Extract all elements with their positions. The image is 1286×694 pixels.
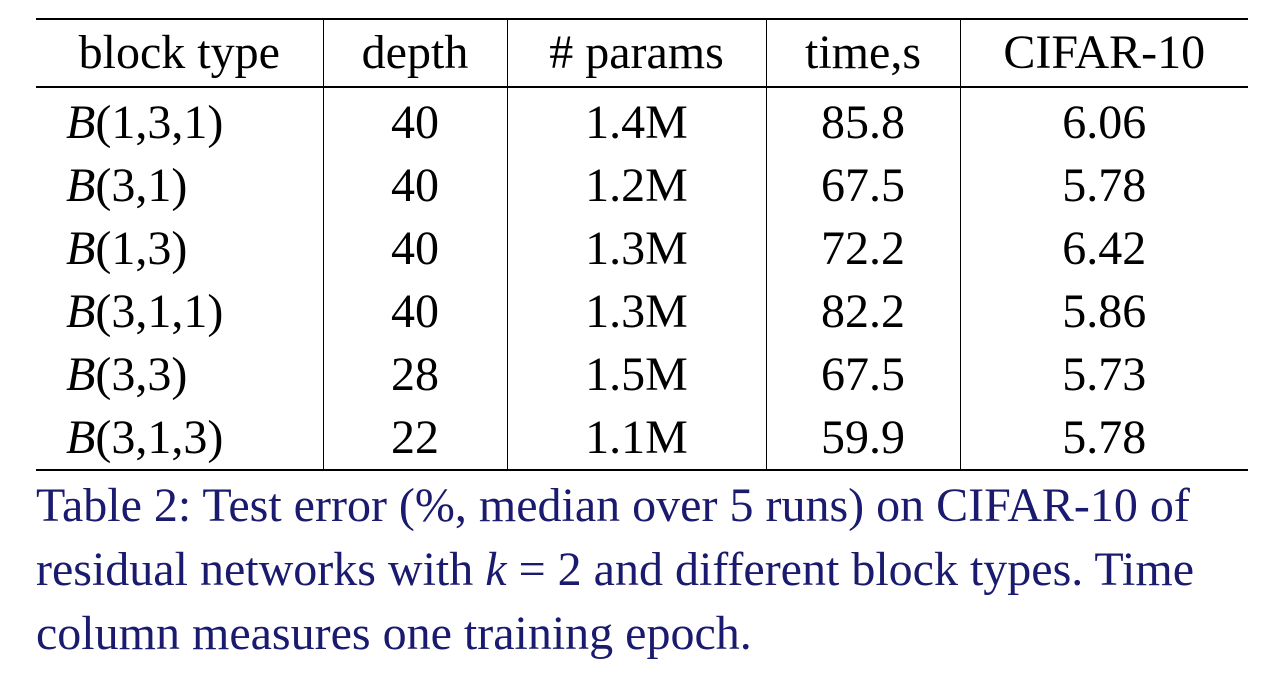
table-caption: Table 2: Test error (%, median over 5 ru… — [36, 474, 1256, 666]
cell-depth: 40 — [322, 154, 507, 217]
caption-math-equation: = 2 — [506, 543, 582, 596]
cell-block-type: B(3,1) — [36, 154, 323, 217]
cell-block-type: B(3,1,3) — [36, 406, 323, 470]
block-args: (3,1,3) — [95, 410, 224, 464]
cell-block-type: B(3,1,1) — [36, 280, 323, 343]
table-row: B(3,3) 28 1.5M 67.5 5.73 — [36, 343, 1248, 406]
block-args: (3,3) — [95, 347, 188, 401]
block-symbol: B — [66, 95, 96, 149]
table-row: B(3,1,3) 22 1.1M 59.9 5.78 — [36, 406, 1248, 470]
cell-block-type: B(1,3) — [36, 217, 323, 280]
caption-text-start: Table 2: Test error (%, median over 5 ru… — [36, 479, 1190, 596]
cell-cifar10: 5.78 — [959, 406, 1248, 470]
block-symbol: B — [66, 158, 96, 212]
cell-depth: 40 — [322, 87, 507, 154]
table-header-row: block type depth # params time,s CIFAR-1… — [36, 19, 1248, 87]
header-block-type: block type — [78, 26, 280, 79]
cell-params: 1.5M — [506, 343, 766, 406]
header-cifar10: CIFAR-10 — [959, 19, 1248, 87]
block-symbol: B — [66, 284, 96, 338]
block-args: (1,3) — [95, 221, 188, 275]
block-symbol: B — [66, 410, 96, 464]
table-row: B(1,3,1) 40 1.4M 85.8 6.06 — [36, 87, 1248, 154]
cell-params: 1.1M — [506, 406, 766, 470]
caption-text-end: and different block types. Time column m… — [36, 543, 1195, 660]
cell-params: 1.3M — [506, 217, 766, 280]
table-row: B(1,3) 40 1.3M 72.2 6.42 — [36, 217, 1248, 280]
block-args: (3,1,1) — [95, 284, 224, 338]
block-args: (3,1) — [95, 158, 188, 212]
block-symbol: B — [66, 347, 96, 401]
cell-time: 72.2 — [765, 217, 960, 280]
results-table-container: block type depth # params time,s CIFAR-1… — [36, 18, 1248, 471]
cell-depth: 40 — [322, 217, 507, 280]
cell-time: 85.8 — [765, 87, 960, 154]
cell-time: 82.2 — [765, 280, 960, 343]
cell-block-type: B(1,3,1) — [36, 87, 323, 154]
block-args: (1,3,1) — [95, 95, 224, 149]
cell-depth: 28 — [322, 343, 507, 406]
header-params: # params — [506, 19, 766, 87]
cell-cifar10: 5.86 — [959, 280, 1248, 343]
results-table: block type depth # params time,s CIFAR-1… — [36, 18, 1248, 471]
table-row: B(3,1,1) 40 1.3M 82.2 5.86 — [36, 280, 1248, 343]
cell-cifar10: 6.06 — [959, 87, 1248, 154]
caption-math-variable: k — [485, 543, 507, 596]
cell-depth: 22 — [322, 406, 507, 470]
cell-cifar10: 5.78 — [959, 154, 1248, 217]
cell-block-type: B(3,3) — [36, 343, 323, 406]
cell-time: 67.5 — [765, 154, 960, 217]
header-time: time,s — [765, 19, 960, 87]
block-symbol: B — [66, 221, 96, 275]
header-depth: depth — [322, 19, 507, 87]
cell-cifar10: 5.73 — [959, 343, 1248, 406]
table-row: B(3,1) 40 1.2M 67.5 5.78 — [36, 154, 1248, 217]
cell-time: 59.9 — [765, 406, 960, 470]
cell-time: 67.5 — [765, 343, 960, 406]
cell-params: 1.2M — [506, 154, 766, 217]
cell-cifar10: 6.42 — [959, 217, 1248, 280]
cell-params: 1.3M — [506, 280, 766, 343]
cell-depth: 40 — [322, 280, 507, 343]
cell-params: 1.4M — [506, 87, 766, 154]
